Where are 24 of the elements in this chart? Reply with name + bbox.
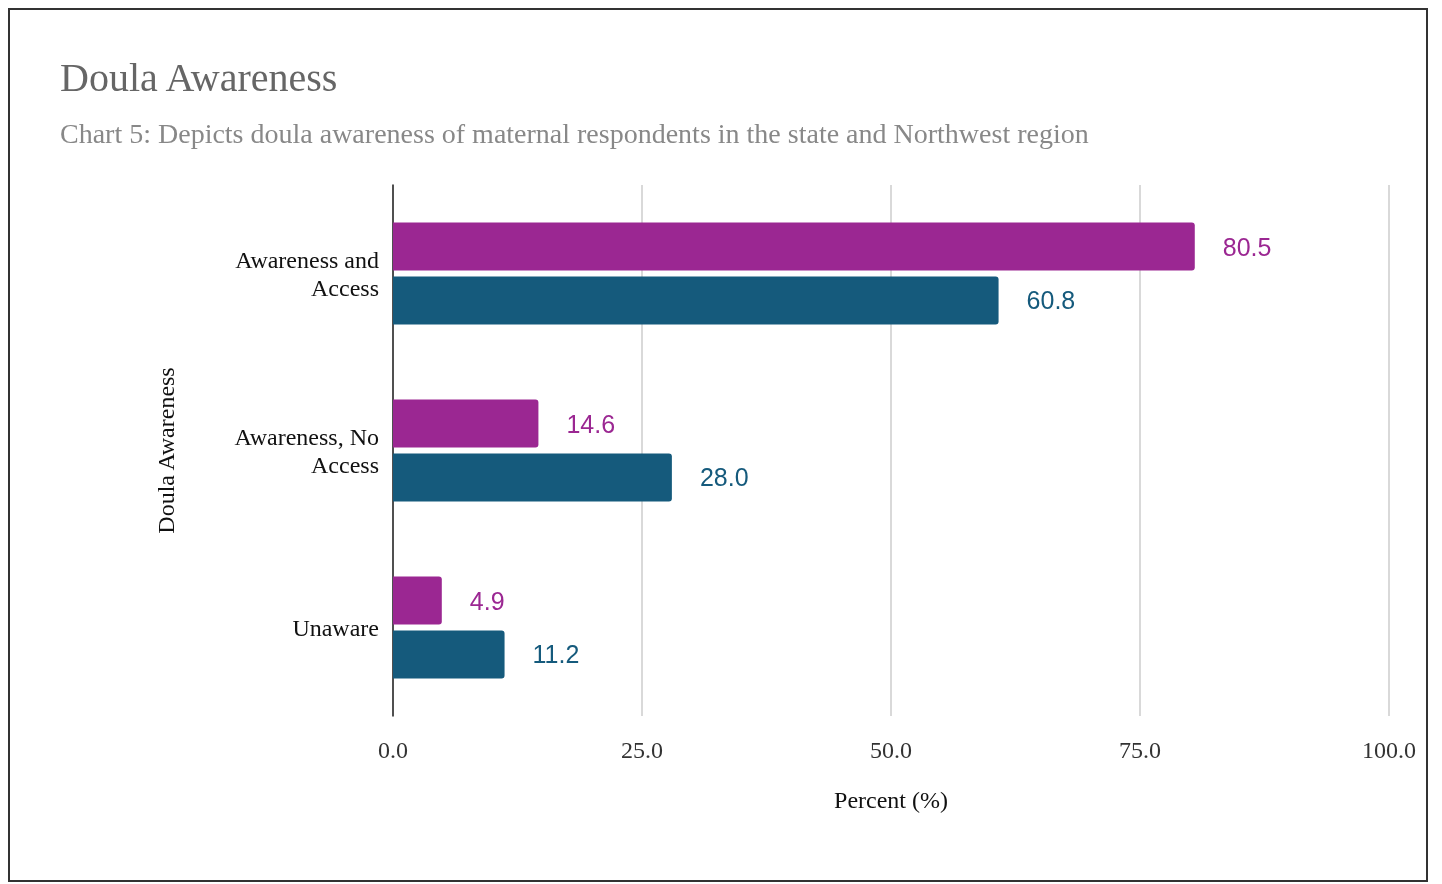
y-axis-title: Doula Awareness: [153, 367, 179, 534]
x-tick-label: 25.0: [621, 737, 663, 763]
data-label: 28.0: [699, 463, 749, 492]
x-tick-label: 75.0: [1119, 737, 1161, 763]
data-label: 14.6: [566, 409, 616, 438]
data-label: 4.9: [469, 586, 505, 615]
bar: [393, 453, 672, 502]
x-tick-label: 0.0: [378, 737, 408, 763]
bar: [393, 222, 1195, 271]
y-tick-label: Awareness and Access: [235, 246, 379, 301]
x-tick-label: 50.0: [870, 737, 912, 763]
y-tick-label: Awareness, No Access: [234, 423, 379, 478]
data-label: 80.5: [1222, 232, 1272, 261]
bar: [393, 576, 442, 625]
x-tick-label: 100.0: [1362, 737, 1416, 763]
bar: [393, 276, 999, 325]
bar: [393, 630, 505, 679]
y-tick-label: Unaware: [292, 614, 379, 641]
chart-title: Doula Awareness: [60, 54, 338, 100]
data-label: 11.2: [532, 640, 580, 669]
chart-subtitle: Chart 5: Depicts doula awareness of maternal respondents in the state and Northwest region: [60, 117, 1089, 149]
data-label: 60.8: [1026, 286, 1076, 315]
bar: [393, 399, 539, 448]
x-axis-title: Percent (%): [834, 787, 948, 813]
